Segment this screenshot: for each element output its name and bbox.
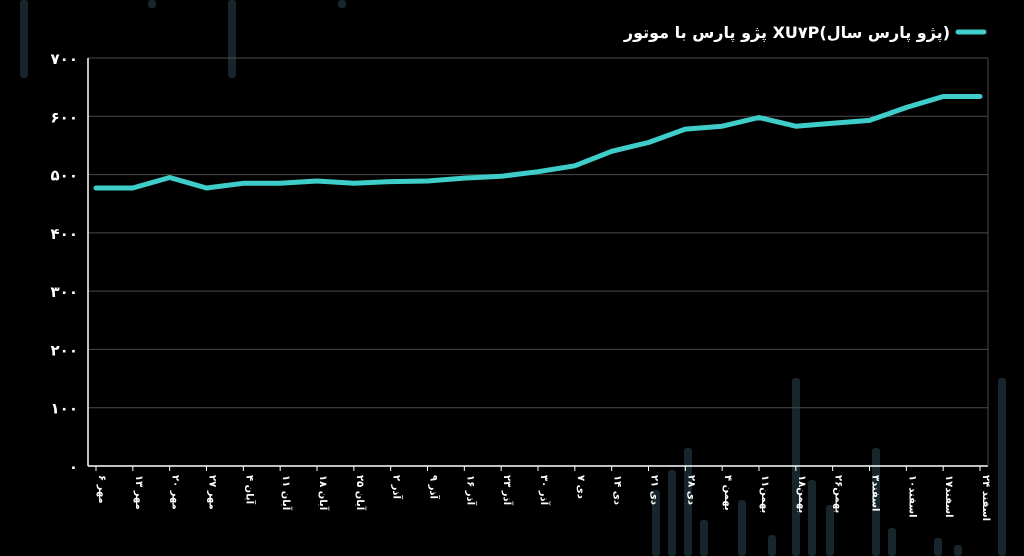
x-tick-label: ۱۸ آبان (317, 475, 330, 511)
decor-bar (700, 520, 708, 556)
x-tick-label: ۲۴ اسفند (980, 475, 991, 521)
decor-bar (808, 480, 816, 556)
x-tick-label: ۹ آذر (428, 475, 441, 499)
decor-bar (338, 0, 346, 8)
x-tick-label: ۲۵ آبان (354, 475, 367, 511)
decor-bar (934, 538, 942, 556)
x-tick-label: ۱۱ آبان (280, 475, 293, 511)
y-tick-label: ۳۰۰ (51, 283, 78, 301)
decor-bar (228, 0, 236, 78)
decor-bar (652, 490, 660, 556)
y-axis-ticks: ۰ ۱۰۰ ۲۰۰ ۳۰۰ ۴۰۰ ۵۰۰ ۶۰۰ ۷۰۰ (51, 50, 78, 476)
x-tick-label: ۷ دی (575, 475, 586, 499)
series-line (93, 94, 983, 191)
y-tick-label: ۱۰۰ (51, 400, 78, 418)
decor-bar (826, 505, 834, 556)
x-tick-label: ۲ آذر (391, 475, 404, 499)
decor-bar (738, 500, 746, 556)
decor-bar (998, 378, 1006, 556)
y-tick-label: ۶۰۰ (51, 108, 78, 126)
x-tick-label: ۶ مهر (96, 475, 107, 504)
decor-bar (768, 535, 776, 556)
x-axis-ticks: ۶ مهر ۱۳ مهر ۲۰ مهر ۲۷ مهر ۴ آبان ۱۱ آبان ۱۸ آ… (95, 466, 991, 521)
x-tick-label: ۱۸بهمن (796, 475, 807, 513)
x-tick-label: ۱۱بهمن (759, 475, 770, 513)
x-tick-label: ۱۶ آذر (464, 475, 477, 506)
x-tick-label: ۱۴ دی (612, 475, 623, 505)
legend-label: پژو پارس با موتور XU۷P(پژو پارس سال) (623, 23, 950, 43)
y-tick-label: ۰ (69, 458, 78, 476)
decor-bar (684, 448, 692, 556)
legend: پژو پارس با موتور XU۷P(پژو پارس سال) (623, 23, 987, 43)
decor-bar (872, 448, 880, 556)
x-tick-label: ۱۷اسفند (943, 475, 954, 518)
decor-bar (148, 0, 156, 8)
x-tick-label: ۲۶بهمن (833, 475, 844, 513)
x-tick-label: ۴ بهمن (722, 475, 733, 511)
x-tick-label: ۳اسفند (870, 475, 881, 511)
x-tick-label: ۲۰ مهر (170, 475, 181, 510)
background-decoration (20, 0, 1006, 556)
x-tick-label: ۱۳ مهر (133, 475, 144, 510)
decor-bar (668, 470, 676, 556)
grid-lines (88, 57, 988, 409)
decor-bar (954, 545, 962, 556)
x-tick-label: ۲۷ مهر (207, 475, 218, 510)
decor-bar (888, 528, 896, 556)
x-tick-label: ۲۸ دی (685, 475, 696, 505)
x-tick-label: ۲۱ دی (649, 475, 660, 505)
y-tick-label: ۷۰۰ (51, 50, 78, 68)
x-tick-label: ۳۰ آذر (538, 475, 551, 506)
x-tick-label: ۱۰اسفند (906, 475, 917, 518)
series-layer (93, 94, 983, 191)
y-tick-label: ۲۰۰ (51, 341, 78, 359)
x-tick-label: ۲۳ آذر (501, 475, 514, 506)
y-tick-label: ۵۰۰ (51, 167, 78, 185)
decor-bar (20, 0, 28, 78)
x-tick-label: ۴ آبان (243, 475, 256, 505)
y-tick-label: ۴۰۰ (51, 225, 78, 243)
